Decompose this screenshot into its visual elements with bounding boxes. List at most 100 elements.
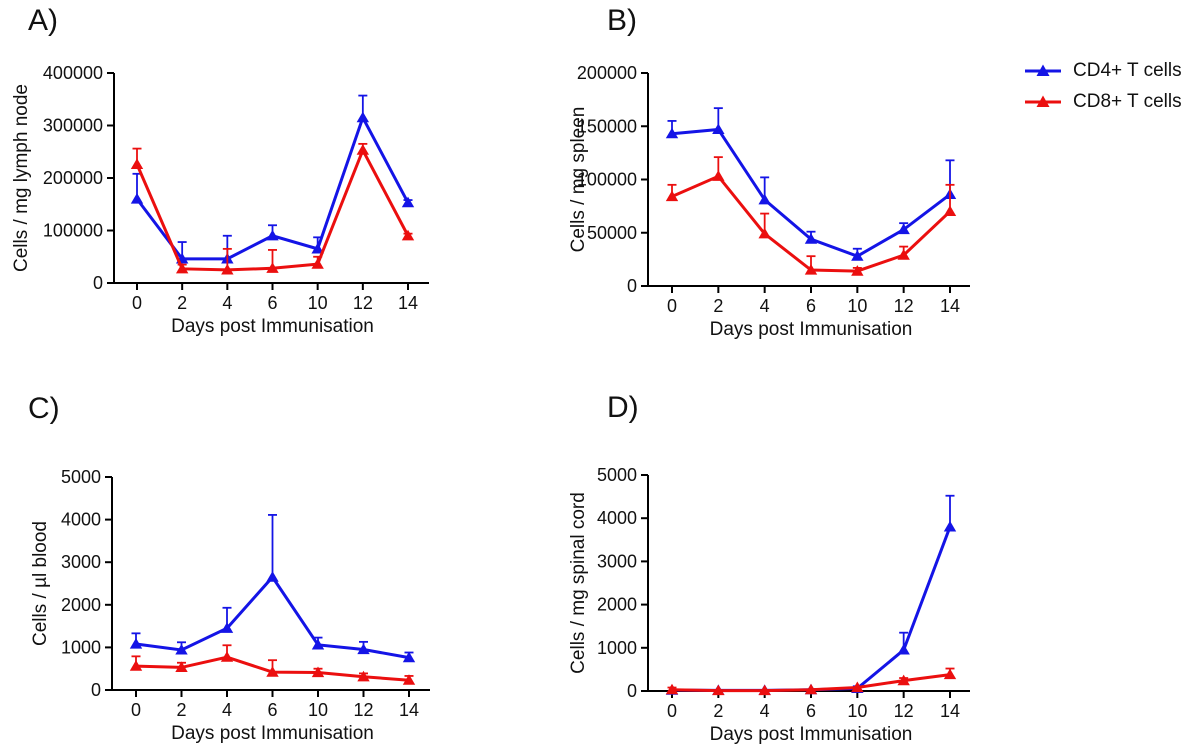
triangle-marker-icon <box>311 242 324 254</box>
triangle-marker-icon <box>712 170 725 181</box>
panel-c-letter: C) <box>28 392 60 425</box>
triangle-marker-icon <box>943 520 957 532</box>
x-tick-label: 10 <box>308 700 328 720</box>
x-tick-label: 10 <box>847 296 867 316</box>
axis-frame <box>647 73 970 287</box>
axis-frame <box>111 477 430 691</box>
x-tick-label: 14 <box>399 700 419 720</box>
series-line <box>135 574 410 660</box>
y-tick-label: 0 <box>93 273 103 293</box>
series-cd4 <box>665 494 957 695</box>
triangle-marker-icon <box>311 666 325 678</box>
triangle-marker-icon <box>175 661 188 673</box>
triangle-marker-icon <box>665 127 679 139</box>
triangle-marker-icon <box>266 571 279 582</box>
triangle-marker-icon <box>130 158 144 169</box>
x-tick-label: 14 <box>940 701 960 721</box>
x-tick-label: 4 <box>222 700 232 720</box>
y-tick-label: 4000 <box>597 508 637 528</box>
series-cd8 <box>129 644 416 685</box>
y-tick-label: 3000 <box>61 552 101 572</box>
triangle-marker-icon <box>665 683 679 695</box>
legend-label-cd8: CD8+ T cells <box>1073 91 1182 112</box>
y-tick-label: 50000 <box>587 223 637 243</box>
x-tick-label: 0 <box>131 700 141 720</box>
x-axis-title: Days post Immunisation <box>710 724 913 745</box>
cd8-line-marker-icon <box>1025 95 1061 107</box>
triangle-marker-icon <box>804 264 818 275</box>
chart-panel-d: 0 1000 2000 3000 4000 5000 0 2 4 6 10 12 14 Days post… <box>568 465 970 745</box>
y-tick-label: 100000 <box>577 170 637 190</box>
triangle-marker-icon <box>712 684 725 696</box>
triangle-marker-icon <box>220 651 234 662</box>
y-tick-label: 200000 <box>577 63 637 83</box>
x-tick-label: 12 <box>353 293 373 313</box>
y-axis-title: Cells / mg spleen <box>568 107 589 253</box>
triangle-marker-icon <box>897 223 910 235</box>
x-tick-label: 2 <box>176 700 186 720</box>
triangle-marker-icon <box>311 638 325 650</box>
x-tick-label: 10 <box>308 293 328 313</box>
legend: CD4+ T cells CD8+ T cells <box>1024 60 1182 113</box>
triangle-marker-icon <box>130 193 144 204</box>
chart-panel-a: 0 100000 200000 300000 400000 0 2 4 6 10 12 14 Days … <box>11 63 429 337</box>
series-cd4 <box>129 514 416 663</box>
triangle-marker-icon <box>665 190 679 202</box>
series-cd4 <box>130 94 415 264</box>
y-tick-label: 100000 <box>43 221 103 241</box>
triangle-marker-icon <box>943 668 957 680</box>
x-tick-label: 2 <box>713 296 723 316</box>
y-axis-title: Cells / mg lymph node <box>11 84 32 272</box>
y-tick-label: 3000 <box>597 551 637 571</box>
x-axis-title: Days post Immunisation <box>171 723 374 744</box>
x-tick-label: 6 <box>806 296 816 316</box>
x-tick-label: 4 <box>222 293 232 313</box>
y-tick-label: 400000 <box>43 63 103 83</box>
y-axis-title: Cells / mg spinal cord <box>568 492 589 674</box>
y-tick-label: 0 <box>91 680 101 700</box>
series-line <box>671 526 952 692</box>
triangle-marker-icon <box>175 262 189 274</box>
triangle-marker-icon <box>402 674 416 685</box>
series-cd4 <box>665 107 957 261</box>
triangle-marker-icon <box>758 227 771 239</box>
triangle-marker-icon <box>401 229 415 241</box>
x-tick-label: 4 <box>760 296 770 316</box>
x-tick-label: 6 <box>267 293 277 313</box>
triangle-marker-icon <box>129 660 143 671</box>
triangle-marker-icon <box>897 643 910 655</box>
y-tick-label: 1000 <box>61 637 101 657</box>
x-tick-label: 12 <box>894 296 914 316</box>
triangle-marker-icon <box>357 670 370 682</box>
cd4-line-marker-icon <box>1025 64 1061 76</box>
triangle-marker-icon <box>402 651 416 663</box>
axis-frame <box>113 73 429 284</box>
triangle-marker-icon <box>266 666 279 677</box>
x-tick-label: 2 <box>713 701 723 721</box>
triangle-marker-icon <box>897 674 910 686</box>
triangle-marker-icon <box>266 229 279 241</box>
x-tick-label: 10 <box>847 701 867 721</box>
triangle-marker-icon <box>220 622 234 633</box>
x-tick-label: 4 <box>760 701 770 721</box>
x-tick-label: 0 <box>667 701 677 721</box>
series-cd8 <box>665 667 957 696</box>
triangle-marker-icon <box>804 683 818 695</box>
chart-panel-b: 0 50000 100000 150000 200000 0 2 4 6 10 12 14 Days p… <box>568 63 970 340</box>
panel-d-letter: D) <box>607 391 639 424</box>
y-tick-label: 0 <box>627 681 637 701</box>
series-cd8 <box>130 142 415 275</box>
triangle-marker-icon <box>311 258 324 269</box>
x-tick-label: 2 <box>177 293 187 313</box>
x-axis-title: Days post Immunisation <box>710 319 913 340</box>
triangle-marker-icon <box>712 123 725 135</box>
y-tick-label: 0 <box>627 276 637 296</box>
panel-b-letter: B) <box>607 4 637 37</box>
y-tick-label: 300000 <box>43 116 103 136</box>
chart-panel-c: 0 1000 2000 3000 4000 5000 0 2 4 6 10 12 14 Days post… <box>30 467 430 744</box>
triangle-marker-icon <box>758 684 771 696</box>
triangle-marker-icon <box>851 265 864 276</box>
legend-label-cd4: CD4+ T cells <box>1073 60 1182 81</box>
